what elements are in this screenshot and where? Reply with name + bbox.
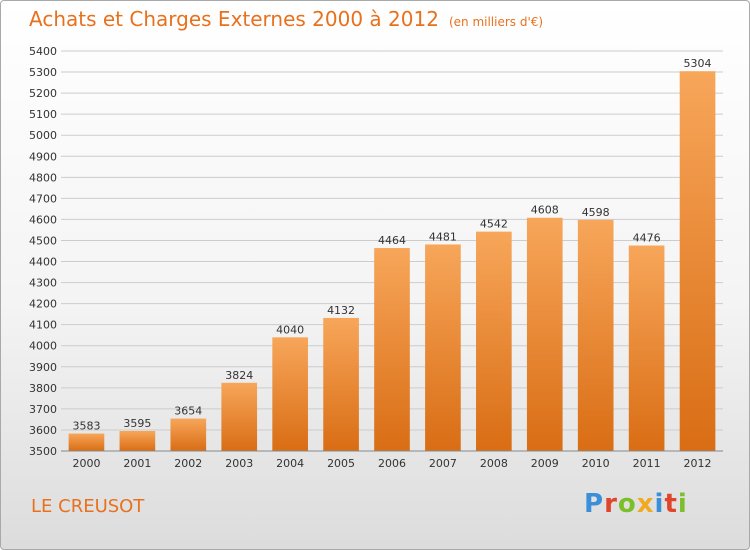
y-tick-label: 4800 [29,171,57,184]
value-label: 4542 [480,218,508,231]
logo-letter: i [654,489,665,519]
x-tick-label: 2006 [378,457,406,470]
bar-2009 [526,217,563,451]
y-axis-labels: 3500 3600 3700 3800 3900 4000 4100 4200 4300 4400… [29,45,57,458]
x-tick-label: 2007 [429,457,457,470]
x-axis-labels: 2000 2001 2002 2003 2004 2005 2006 2007 2008 2009… [72,457,711,470]
value-labels: 3583 3595 3654 3824 4040 4132 4464 4481 4542 4608… [72,57,711,432]
bar-2000 [68,433,105,451]
bars [68,71,716,452]
y-tick-label: 4100 [29,319,57,332]
x-tick-label: 2010 [582,457,610,470]
chart-title-text: Achats et Charges Externes 2000 à 2012 [29,7,439,31]
x-tick-label: 2003 [225,457,253,470]
value-label: 4040 [276,323,304,336]
y-tick-label: 4200 [29,298,57,311]
logo-letter: o [617,489,637,519]
y-tick-label: 5200 [29,87,57,100]
y-tick-label: 3900 [29,361,57,374]
bar-2006 [374,248,410,451]
y-tick-label: 4400 [29,256,57,269]
x-tick-label: 2008 [480,457,508,470]
x-tick-label: 2005 [327,457,355,470]
y-tick-label: 4300 [29,277,57,290]
value-label: 4464 [378,234,406,247]
bar-2012 [679,71,716,452]
bar-2003 [221,382,258,451]
proxiti-logo[interactable]: Proxiti [584,489,688,519]
logo-letter: t [664,489,678,519]
chart-unit: (en milliers d'€) [448,15,544,29]
y-tick-label: 4000 [29,340,57,353]
y-tick-label: 4700 [29,192,57,205]
y-tick-label: 5000 [29,129,57,142]
y-tick-label: 4900 [29,150,57,163]
bar-2008 [476,231,512,451]
bar-2011 [628,245,665,451]
value-label: 4598 [582,206,610,219]
y-tick-label: 5400 [29,45,57,58]
value-label: 4481 [429,230,457,243]
logo-letter: i [677,489,688,519]
value-label: 5304 [684,57,712,70]
x-tick-label: 2000 [72,457,100,470]
y-tick-label: 3800 [29,382,57,395]
y-tick-label: 4500 [29,234,57,247]
x-tick-label: 2002 [174,457,202,470]
x-tick-label: 2009 [531,457,559,470]
bar-2007 [425,244,461,451]
bar-2002 [170,418,207,451]
value-label: 3595 [123,417,151,430]
logo-letter: x [636,489,655,519]
y-tick-label: 5300 [29,66,57,79]
value-label: 3824 [225,369,253,382]
y-tick-label: 3700 [29,403,57,416]
bar-2005 [323,317,359,451]
value-label: 3583 [72,420,100,433]
y-tick-label: 3500 [29,445,57,458]
value-label: 3654 [174,405,202,418]
logo-letter: P [584,489,605,519]
chart-title: Achats et Charges Externes 2000 à 2012 (e… [29,7,543,31]
bar-2001 [119,431,156,451]
y-tick-label: 4600 [29,213,57,226]
value-label: 4608 [531,204,559,217]
y-tick-label: 5100 [29,108,57,121]
value-label: 4132 [327,304,355,317]
x-tick-label: 2011 [633,457,661,470]
y-tick-label: 3600 [29,424,57,437]
bar-2010 [577,219,614,451]
x-tick-label: 2004 [276,457,304,470]
x-tick-label: 2001 [123,457,151,470]
x-tick-label: 2012 [684,457,712,470]
value-label: 4476 [633,232,661,245]
town-name: LE CREUSOT [31,496,145,517]
bar-2004 [272,337,308,451]
logo-letter: r [604,489,618,519]
